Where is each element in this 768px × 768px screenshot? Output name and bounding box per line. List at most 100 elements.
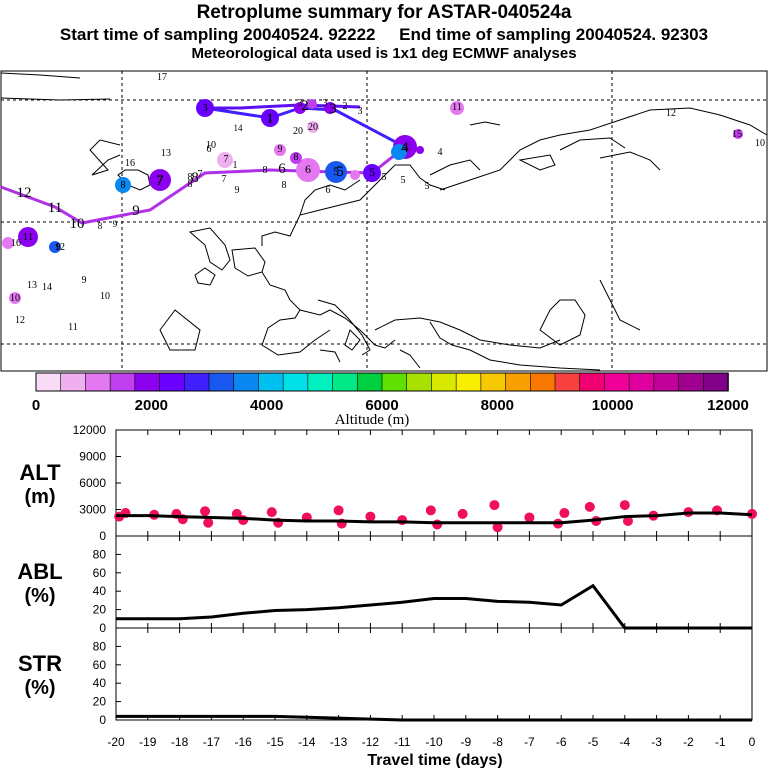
cluster-label: 10	[206, 140, 216, 151]
panel-ylabel-units: (%)	[24, 677, 55, 699]
colorbar-cell	[628, 372, 655, 392]
cluster-label: 13	[161, 148, 171, 159]
y-tick-label: 9000	[79, 450, 106, 464]
cluster-label: 8	[294, 152, 299, 163]
cluster-label: 20	[293, 126, 303, 137]
cluster-marker	[416, 146, 424, 154]
map-grid-lines	[1, 71, 767, 371]
x-tick-label: -14	[298, 735, 316, 749]
cluster-label: 13	[27, 280, 37, 291]
colorbar-cell	[60, 372, 87, 392]
y-tick-label: 60	[93, 658, 107, 672]
x-axis-title: Travel time (days)	[367, 752, 502, 768]
colorbar-cell	[431, 372, 457, 392]
panel-ylabel-units: (m)	[24, 486, 55, 508]
x-tick-label: -4	[619, 735, 630, 749]
colorbar-cell	[356, 372, 383, 392]
x-tick-label: -16	[235, 735, 253, 749]
altitude-dot	[238, 515, 249, 526]
colorbar-tick-label: 10000	[592, 397, 634, 414]
cluster-label: 5	[382, 172, 387, 183]
cluster-label: 6	[326, 185, 331, 196]
altitude-dot	[365, 511, 376, 522]
cluster-label: 8	[121, 180, 126, 191]
y-tick-label: 20	[93, 603, 107, 617]
cluster-marker	[296, 158, 320, 182]
cluster-label: 10	[100, 291, 110, 302]
y-tick-label: 80	[93, 547, 107, 561]
altitude-dot	[397, 515, 408, 526]
x-tick-label: -12	[362, 735, 380, 749]
cluster-label: 8	[98, 221, 103, 231]
panel-ylabel: ABL	[17, 559, 62, 584]
cluster-marker	[363, 164, 381, 182]
cluster-label: 3	[323, 98, 328, 109]
x-tick-label: -3	[651, 735, 662, 749]
cluster-marker	[350, 170, 360, 180]
cluster-label: 11	[23, 231, 34, 243]
panel-ylabel: STR	[18, 651, 62, 676]
cluster-label: 1	[233, 160, 238, 171]
altitude-colorbar: 0 2000 4000 6000 8000 10000 12000 Altitude (m)	[32, 372, 749, 428]
altitude-dot	[200, 506, 211, 517]
track-day-label: 1	[266, 111, 274, 127]
track-day-label: 2	[301, 98, 309, 114]
cluster-marker	[261, 109, 279, 127]
colorbar-tick-label: 0	[32, 397, 40, 414]
altitude-dot	[457, 508, 468, 519]
colorbar-cell	[480, 372, 507, 392]
cluster-label: 17	[157, 72, 167, 83]
series-line	[116, 583, 752, 630]
cluster-label: 6	[305, 162, 311, 176]
cluster-label: 5	[425, 181, 430, 192]
cluster-label: 7	[222, 174, 227, 185]
colorbar-tick-label: 12000	[707, 397, 749, 414]
colorbar-tick-label: 8000	[481, 397, 514, 414]
track-day-label: 6	[278, 161, 286, 177]
cluster-label: 3	[202, 102, 208, 114]
y-tick-label: 6000	[79, 476, 106, 490]
track-day-label: 3	[329, 101, 337, 117]
y-tick-label: 12000	[73, 425, 107, 437]
altitude-dot	[489, 500, 500, 511]
x-tick-label: -2	[683, 735, 694, 749]
cluster-label: 4	[402, 139, 408, 153]
cluster-label: 11	[452, 102, 462, 113]
colorbar-cell	[678, 372, 705, 392]
altitude-dot	[622, 515, 633, 526]
cluster-label: 15	[732, 129, 742, 140]
y-tick-label: 60	[93, 566, 107, 580]
cluster-label: 9	[113, 219, 118, 229]
cluster-label: 5	[333, 164, 339, 178]
colorbar-cell	[233, 372, 260, 392]
x-tick-label: -9	[460, 735, 471, 749]
panel-ylabel: ALT	[19, 460, 61, 485]
cluster-marker	[217, 152, 233, 168]
colorbar-cell	[35, 372, 62, 392]
x-tick-label: -10	[425, 735, 443, 749]
y-tick-label: 40	[93, 676, 107, 690]
x-tick-label: -5	[588, 735, 599, 749]
altitude-dot	[584, 501, 595, 512]
cluster-label: 8	[188, 179, 193, 190]
colorbar-cell	[554, 372, 581, 392]
cluster-label: 7	[224, 154, 229, 165]
x-axis: -20 -19 -18 -17 -16 -15 -14 -13 -12 -11 -10 -9 -8 -7-…	[107, 735, 755, 749]
track-day-label: 10	[70, 216, 85, 232]
panel-ylabel-units: (%)	[24, 585, 55, 607]
colorbar-cell	[85, 372, 111, 392]
cluster-marker	[290, 152, 302, 164]
colorbar-cell	[455, 372, 482, 392]
colorbar-tick-label: 4000	[250, 397, 283, 414]
map-frame	[0, 70, 768, 372]
series-line	[116, 714, 752, 722]
cluster-label: 7	[198, 169, 203, 180]
cluster-label: 1	[267, 112, 273, 124]
colorbar-label: Altitude (m)	[335, 412, 410, 428]
colorbar-cells	[35, 372, 729, 392]
track-day-label: 4	[401, 140, 409, 156]
colorbar-cell	[307, 372, 334, 392]
